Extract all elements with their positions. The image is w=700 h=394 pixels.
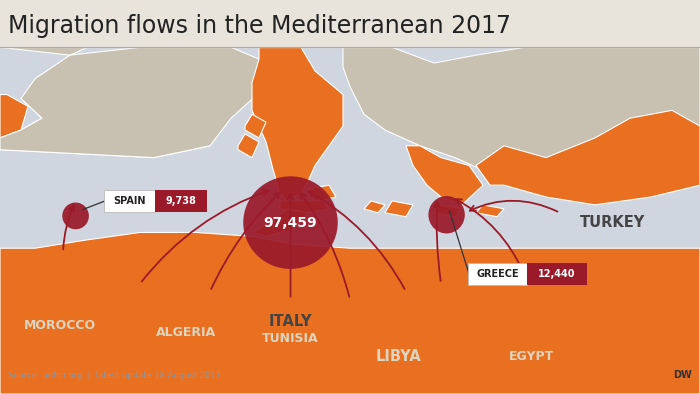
- Polygon shape: [364, 201, 385, 213]
- Text: 12,440: 12,440: [538, 269, 575, 279]
- Text: Migration flows in the Mediterranean 2017: Migration flows in the Mediterranean 201…: [8, 14, 512, 38]
- Polygon shape: [476, 110, 700, 205]
- Polygon shape: [308, 185, 336, 201]
- Ellipse shape: [428, 196, 465, 233]
- Text: ALGERIA: ALGERIA: [155, 327, 216, 339]
- Polygon shape: [0, 95, 28, 138]
- FancyBboxPatch shape: [468, 263, 527, 284]
- Polygon shape: [280, 201, 329, 213]
- Polygon shape: [343, 32, 700, 173]
- Polygon shape: [406, 146, 483, 205]
- Polygon shape: [238, 134, 259, 158]
- Polygon shape: [434, 205, 462, 217]
- Polygon shape: [252, 47, 343, 201]
- Polygon shape: [0, 71, 224, 158]
- Text: SPAIN: SPAIN: [113, 196, 146, 206]
- Text: EGYPT: EGYPT: [510, 350, 554, 363]
- Text: TURKEY: TURKEY: [580, 215, 645, 230]
- Polygon shape: [252, 209, 308, 236]
- Ellipse shape: [62, 203, 89, 229]
- FancyBboxPatch shape: [527, 263, 587, 284]
- Text: Source: unhcr.org  |  latest update 18 August 2017: Source: unhcr.org | latest update 18 Aug…: [8, 371, 221, 380]
- Text: DW: DW: [673, 370, 692, 380]
- Polygon shape: [0, 0, 700, 55]
- Text: 9,738: 9,738: [165, 196, 196, 206]
- Polygon shape: [245, 114, 266, 138]
- Text: MOROCCO: MOROCCO: [23, 319, 96, 331]
- Polygon shape: [385, 201, 413, 217]
- FancyBboxPatch shape: [104, 190, 155, 212]
- Text: TUNISIA: TUNISIA: [262, 333, 318, 345]
- Polygon shape: [476, 205, 504, 217]
- Text: LIBYA: LIBYA: [376, 349, 422, 364]
- Text: ITALY: ITALY: [269, 314, 312, 329]
- Polygon shape: [0, 232, 700, 394]
- Text: 97,459: 97,459: [264, 216, 317, 230]
- Bar: [0, 0, 700, 47]
- Text: GREECE: GREECE: [476, 269, 519, 279]
- FancyBboxPatch shape: [155, 190, 206, 212]
- Polygon shape: [0, 47, 266, 158]
- Ellipse shape: [244, 177, 337, 269]
